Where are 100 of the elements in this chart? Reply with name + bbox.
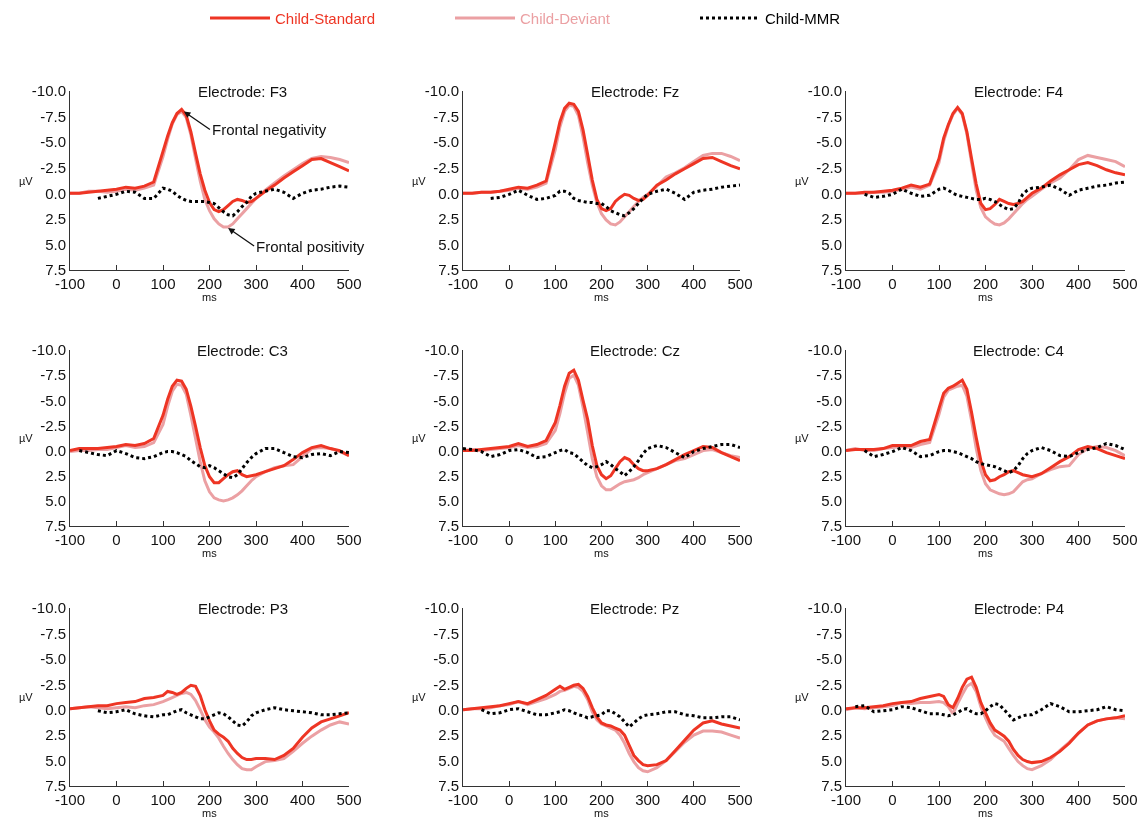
x-tick-label: 500 (727, 531, 753, 548)
y-tick-label: 0.0 (45, 441, 66, 459)
y-tick-label: 2.5 (45, 210, 66, 228)
y-tick-label: -2.5 (40, 675, 66, 693)
y-tick-label: -2.5 (816, 675, 842, 693)
x-tick-label: 100 (542, 791, 568, 808)
y-tick-label: -2.5 (433, 416, 459, 434)
x-tick-label: 200 (196, 531, 223, 548)
x-tick-label: 400 (1065, 275, 1092, 292)
x-axis-title: ms (594, 807, 610, 819)
x-tick-label: 400 (289, 275, 316, 292)
x-tick-label: 100 (150, 275, 176, 292)
y-tick-label: 5.0 (821, 751, 842, 769)
x-tick-label: 200 (972, 791, 999, 808)
y-tick-label: 2.5 (821, 466, 842, 484)
x-tick-label: 100 (150, 791, 176, 808)
x-tick-label: 200 (588, 275, 615, 292)
y-tick-label: -7.5 (433, 366, 459, 384)
chart-title: Electrode: P4 (974, 600, 1065, 617)
x-tick-label: 500 (1112, 531, 1138, 548)
y-tick-label: 2.5 (438, 726, 459, 744)
y-tick-label: -2.5 (816, 416, 842, 434)
line-series (70, 378, 349, 485)
x-tick-label: 400 (681, 791, 707, 808)
x-tick-label: 500 (1112, 791, 1138, 808)
y-tick-label: 5.0 (438, 492, 459, 510)
line-series (77, 447, 349, 480)
y-tick-label: -7.5 (433, 624, 459, 642)
line-series (846, 378, 1125, 483)
y-tick-label: 0.0 (45, 700, 66, 718)
y-tick-label: -7.5 (40, 624, 66, 642)
line-series (96, 184, 349, 218)
y-axis-title: µV (412, 432, 427, 444)
x-tick-label: 200 (196, 275, 223, 292)
y-tick-label: 5.0 (45, 492, 66, 510)
line-series (463, 443, 740, 478)
y-tick-label: -5.0 (433, 650, 459, 668)
y-axis-title: µV (795, 432, 810, 444)
y-axis-title: µV (412, 175, 427, 187)
y-tick-label: 2.5 (438, 210, 459, 228)
y-tick-label: -2.5 (433, 675, 459, 693)
x-axis-title: ms (978, 547, 994, 559)
y-tick-label: -10.0 (31, 341, 66, 359)
x-tick-label: 300 (243, 531, 269, 548)
x-tick-label: 0 (505, 275, 514, 292)
x-tick-label: 500 (727, 791, 753, 808)
x-tick-label: 100 (542, 531, 568, 548)
x-tick-label: 200 (972, 275, 999, 292)
x-axis-title: ms (594, 291, 610, 303)
chart-title: Electrode: C3 (197, 342, 288, 359)
y-tick-label: -5.0 (40, 391, 66, 409)
y-tick-label: 0.0 (438, 184, 459, 202)
y-tick-label: 2.5 (45, 466, 66, 484)
y-tick-label: -10.0 (807, 599, 842, 617)
y-axis-title: µV (795, 691, 810, 703)
x-tick-label: 300 (243, 791, 269, 808)
x-axis-title: ms (202, 547, 218, 559)
annotation: Frontal negativity (212, 121, 327, 138)
line-series (70, 683, 349, 762)
y-tick-label: -7.5 (40, 107, 66, 125)
x-tick-label: 300 (1019, 275, 1045, 292)
x-tick-label: 400 (681, 531, 707, 548)
x-tick-label: 400 (681, 275, 707, 292)
x-tick-label: 100 (542, 275, 568, 292)
x-tick-label: 200 (588, 791, 615, 808)
y-tick-label: 0.0 (821, 184, 842, 202)
x-tick-label: 500 (727, 275, 753, 292)
x-tick-label: 0 (888, 531, 897, 548)
y-tick-label: 0.0 (821, 700, 842, 718)
y-tick-label: 5.0 (821, 235, 842, 253)
x-tick-label: 0 (888, 275, 897, 292)
y-tick-label: -2.5 (40, 158, 66, 176)
y-tick-label: -10.0 (807, 341, 842, 359)
y-tick-label: -2.5 (40, 416, 66, 434)
chart-title: Electrode: Fz (591, 83, 680, 100)
y-tick-label: 5.0 (438, 751, 459, 769)
y-tick-label: 5.0 (438, 235, 459, 253)
y-tick-label: -5.0 (433, 133, 459, 151)
y-tick-label: -7.5 (816, 624, 842, 642)
y-tick-label: -5.0 (40, 133, 66, 151)
y-tick-label: 0.0 (438, 700, 459, 718)
x-tick-label: 300 (635, 275, 661, 292)
y-tick-label: -10.0 (424, 599, 459, 617)
y-axis-title: µV (19, 691, 34, 703)
x-tick-label: 0 (505, 791, 514, 808)
x-axis-title: ms (202, 807, 218, 819)
annotation: Frontal positivity (256, 238, 365, 255)
chart-title: Electrode: Pz (590, 600, 680, 617)
line-series (863, 180, 1125, 212)
y-tick-label: -7.5 (816, 366, 842, 384)
x-tick-label: 300 (1019, 531, 1045, 548)
x-tick-label: 500 (336, 531, 362, 548)
legend-label: Child-Deviant (520, 9, 611, 27)
x-axis-title: ms (202, 291, 218, 303)
y-tick-label: -10.0 (424, 341, 459, 359)
line-series (479, 707, 740, 729)
y-tick-label: 5.0 (821, 492, 842, 510)
y-tick-label: 0.0 (45, 184, 66, 202)
y-tick-label: -10.0 (31, 82, 66, 100)
y-tick-label: -5.0 (433, 391, 459, 409)
